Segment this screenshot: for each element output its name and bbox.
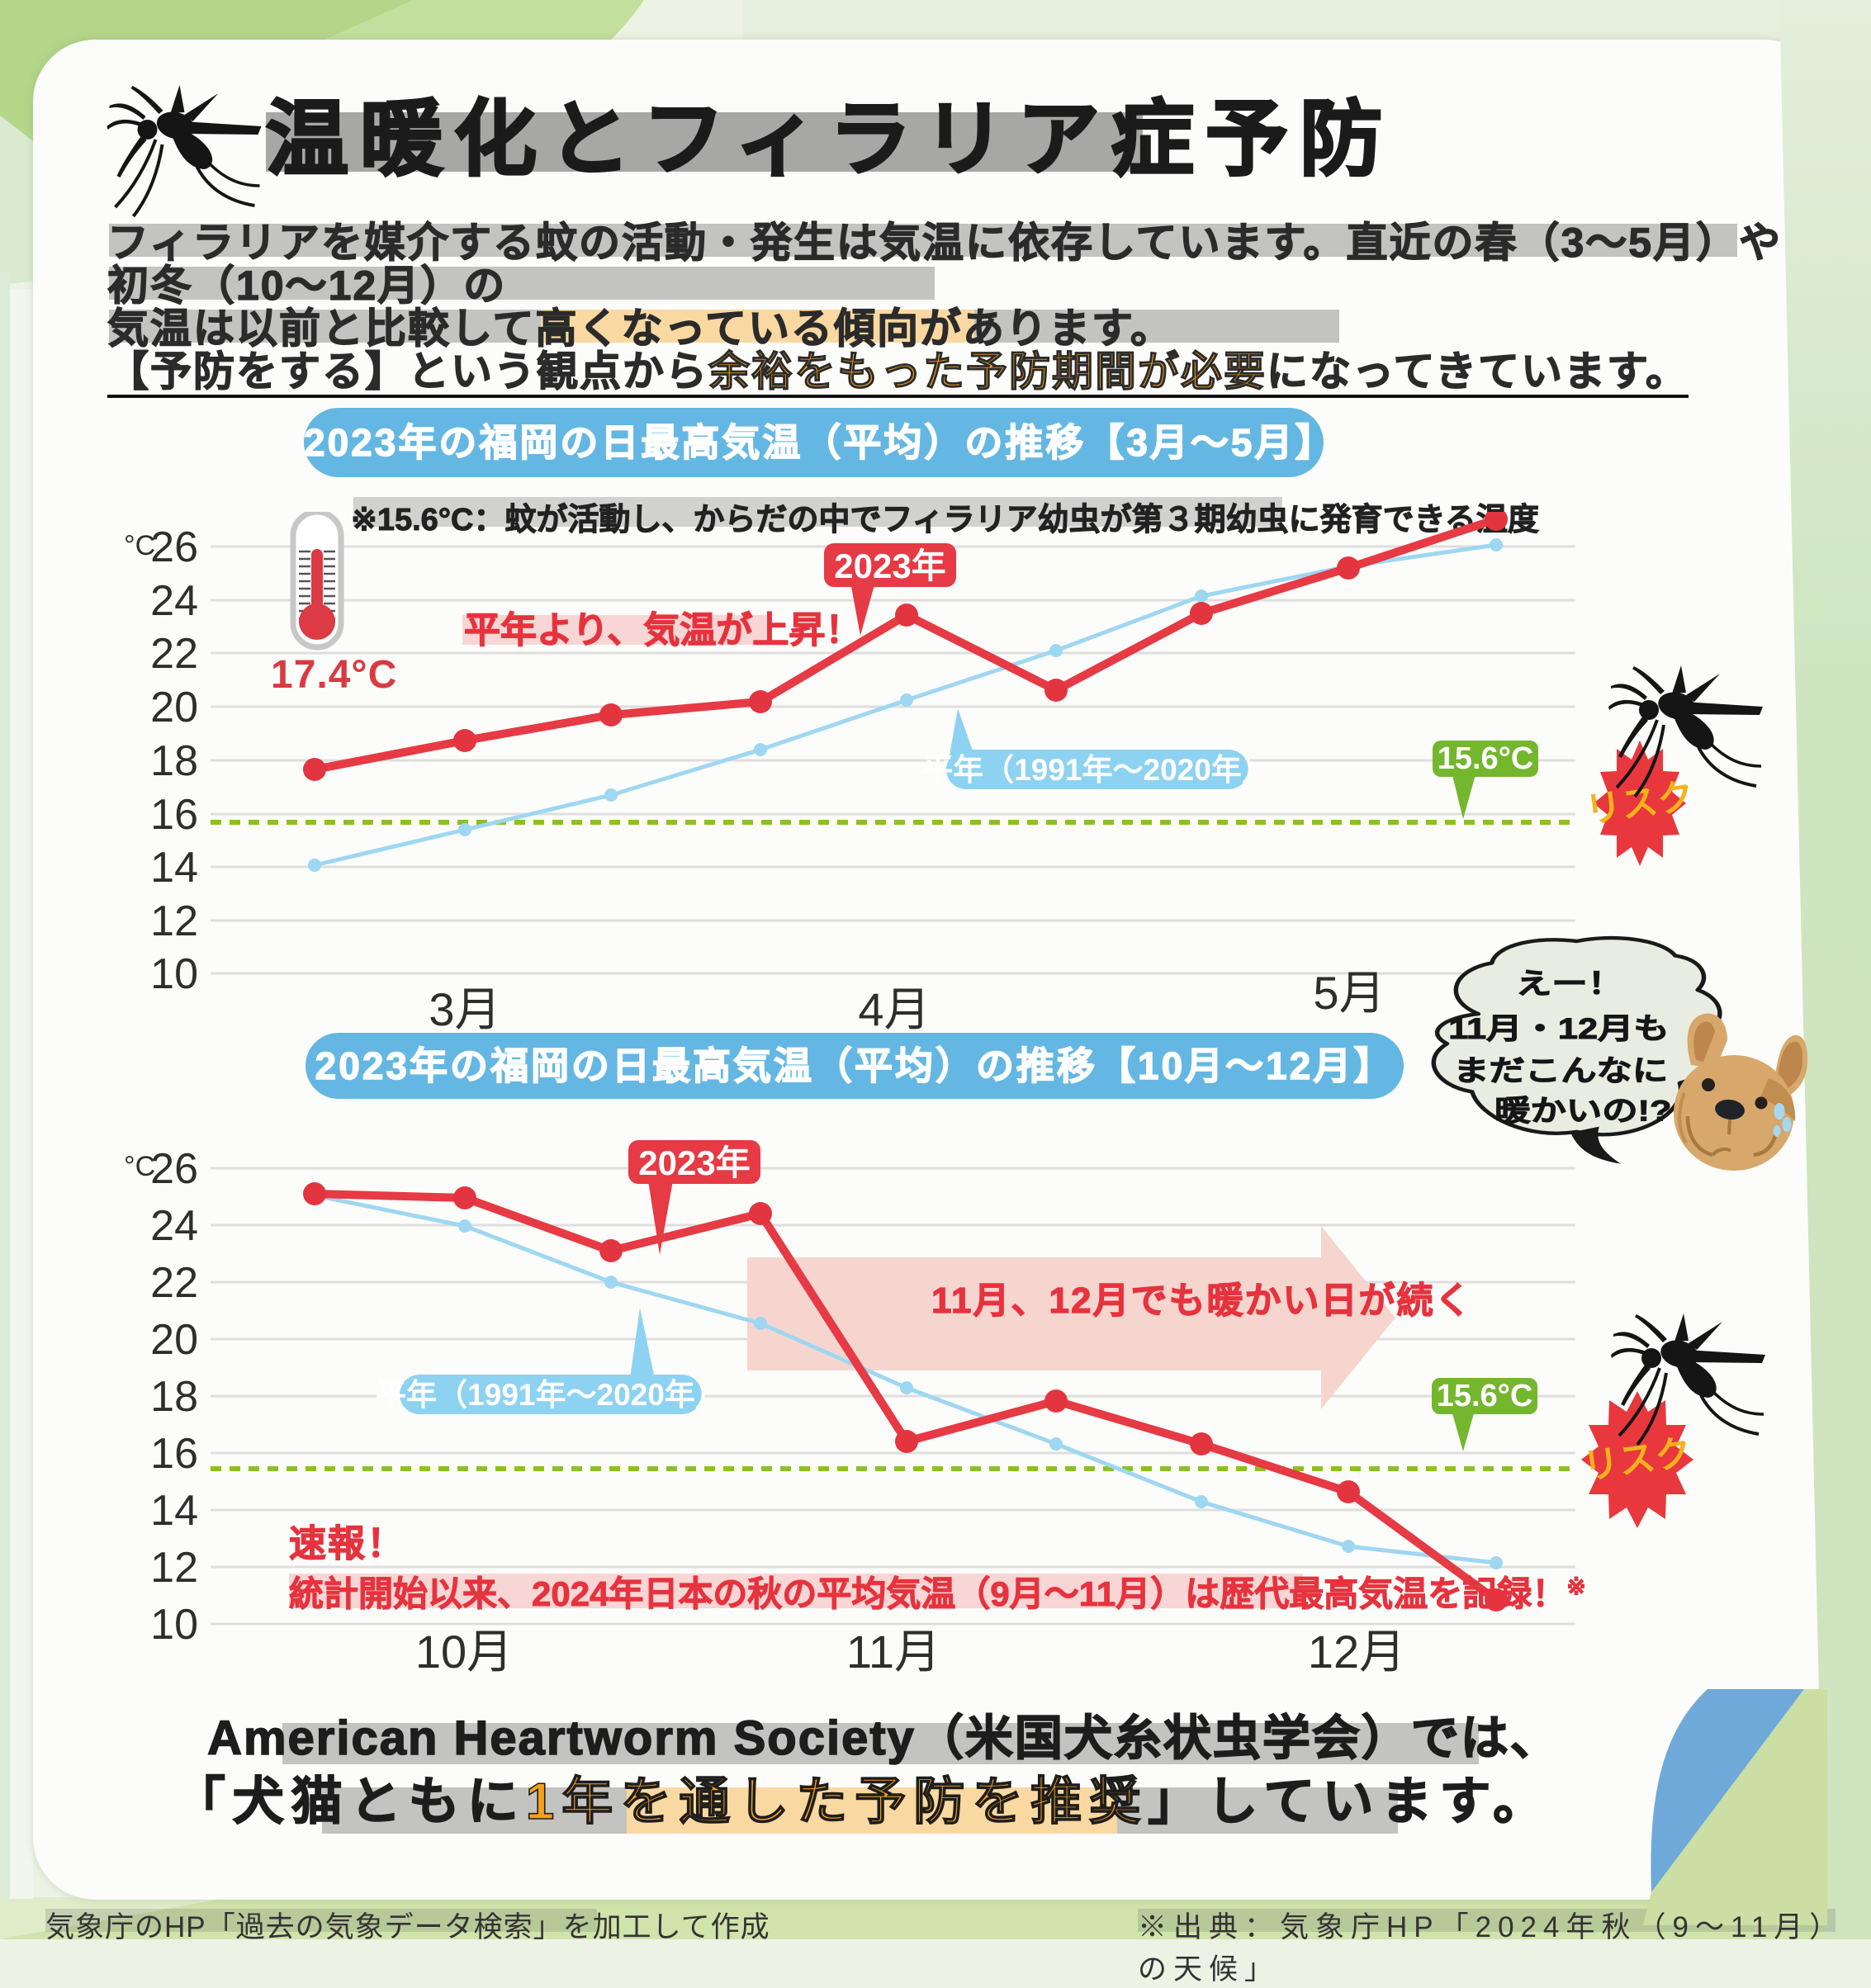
svg-text:4月: 4月 [858, 983, 930, 1035]
svg-text:11月、12月でも暖かい日が続く: 11月、12月でも暖かい日が続く [931, 1280, 1472, 1321]
svg-text:平年より、気温が上昇！: 平年より、気温が上昇！ [464, 610, 861, 651]
svg-text:17.4°C: 17.4°C [271, 653, 397, 697]
svg-text:11月: 11月 [846, 1626, 940, 1678]
svg-text:平年（1991年～2020年）: 平年（1991年～2020年） [922, 753, 1272, 787]
svg-text:22: 22 [150, 1259, 198, 1307]
svg-text:2023年: 2023年 [834, 547, 945, 585]
svg-text:26: 26 [150, 523, 198, 571]
svg-text:えー！: えー！ [1516, 968, 1623, 1000]
svg-text:18: 18 [150, 1373, 198, 1421]
svg-text:14: 14 [150, 844, 198, 892]
svg-text:15.6°C: 15.6°C [1437, 1379, 1533, 1413]
svg-text:14: 14 [150, 1487, 198, 1535]
svg-text:5月: 5月 [1313, 967, 1385, 1019]
svg-text:10: 10 [150, 950, 198, 998]
svg-text:20: 20 [150, 684, 198, 731]
svg-text:10月: 10月 [415, 1626, 513, 1678]
svg-text:20: 20 [150, 1316, 198, 1364]
svg-text:16: 16 [150, 791, 198, 839]
svg-text:22: 22 [150, 630, 198, 678]
svg-text:26: 26 [150, 1145, 198, 1193]
svg-text:リスク: リスク [1583, 776, 1697, 831]
svg-text:15.6°C: 15.6°C [1438, 741, 1534, 776]
svg-text:11月・12月も: 11月・12月も [1448, 1013, 1669, 1045]
svg-text:速報！: 速報！ [289, 1522, 405, 1564]
svg-text:まだこんなに: まだこんなに [1453, 1055, 1668, 1087]
svg-text:12: 12 [150, 897, 198, 945]
svg-text:2023年: 2023年 [638, 1143, 750, 1182]
svg-text:24: 24 [150, 1202, 198, 1250]
svg-text:16: 16 [150, 1430, 198, 1478]
svg-text:°C: °C [124, 1151, 155, 1182]
svg-text:暖かいの!?: 暖かいの!? [1494, 1095, 1671, 1127]
svg-text:3月: 3月 [429, 983, 500, 1035]
svg-text:°C: °C [124, 530, 155, 561]
svg-text:12月: 12月 [1308, 1626, 1405, 1678]
svg-text:平年（1991年～2020年）: 平年（1991年～2020年） [376, 1378, 726, 1412]
svg-text:統計開始以来、2024年日本の秋の平均気温（9月～11月）は: 統計開始以来、2024年日本の秋の平均気温（9月～11月）は歴代最高気温を記録！… [289, 1574, 1586, 1613]
svg-text:18: 18 [150, 737, 198, 785]
svg-text:12: 12 [150, 1544, 198, 1592]
svg-text:24: 24 [150, 577, 198, 625]
svg-text:10: 10 [150, 1601, 198, 1649]
